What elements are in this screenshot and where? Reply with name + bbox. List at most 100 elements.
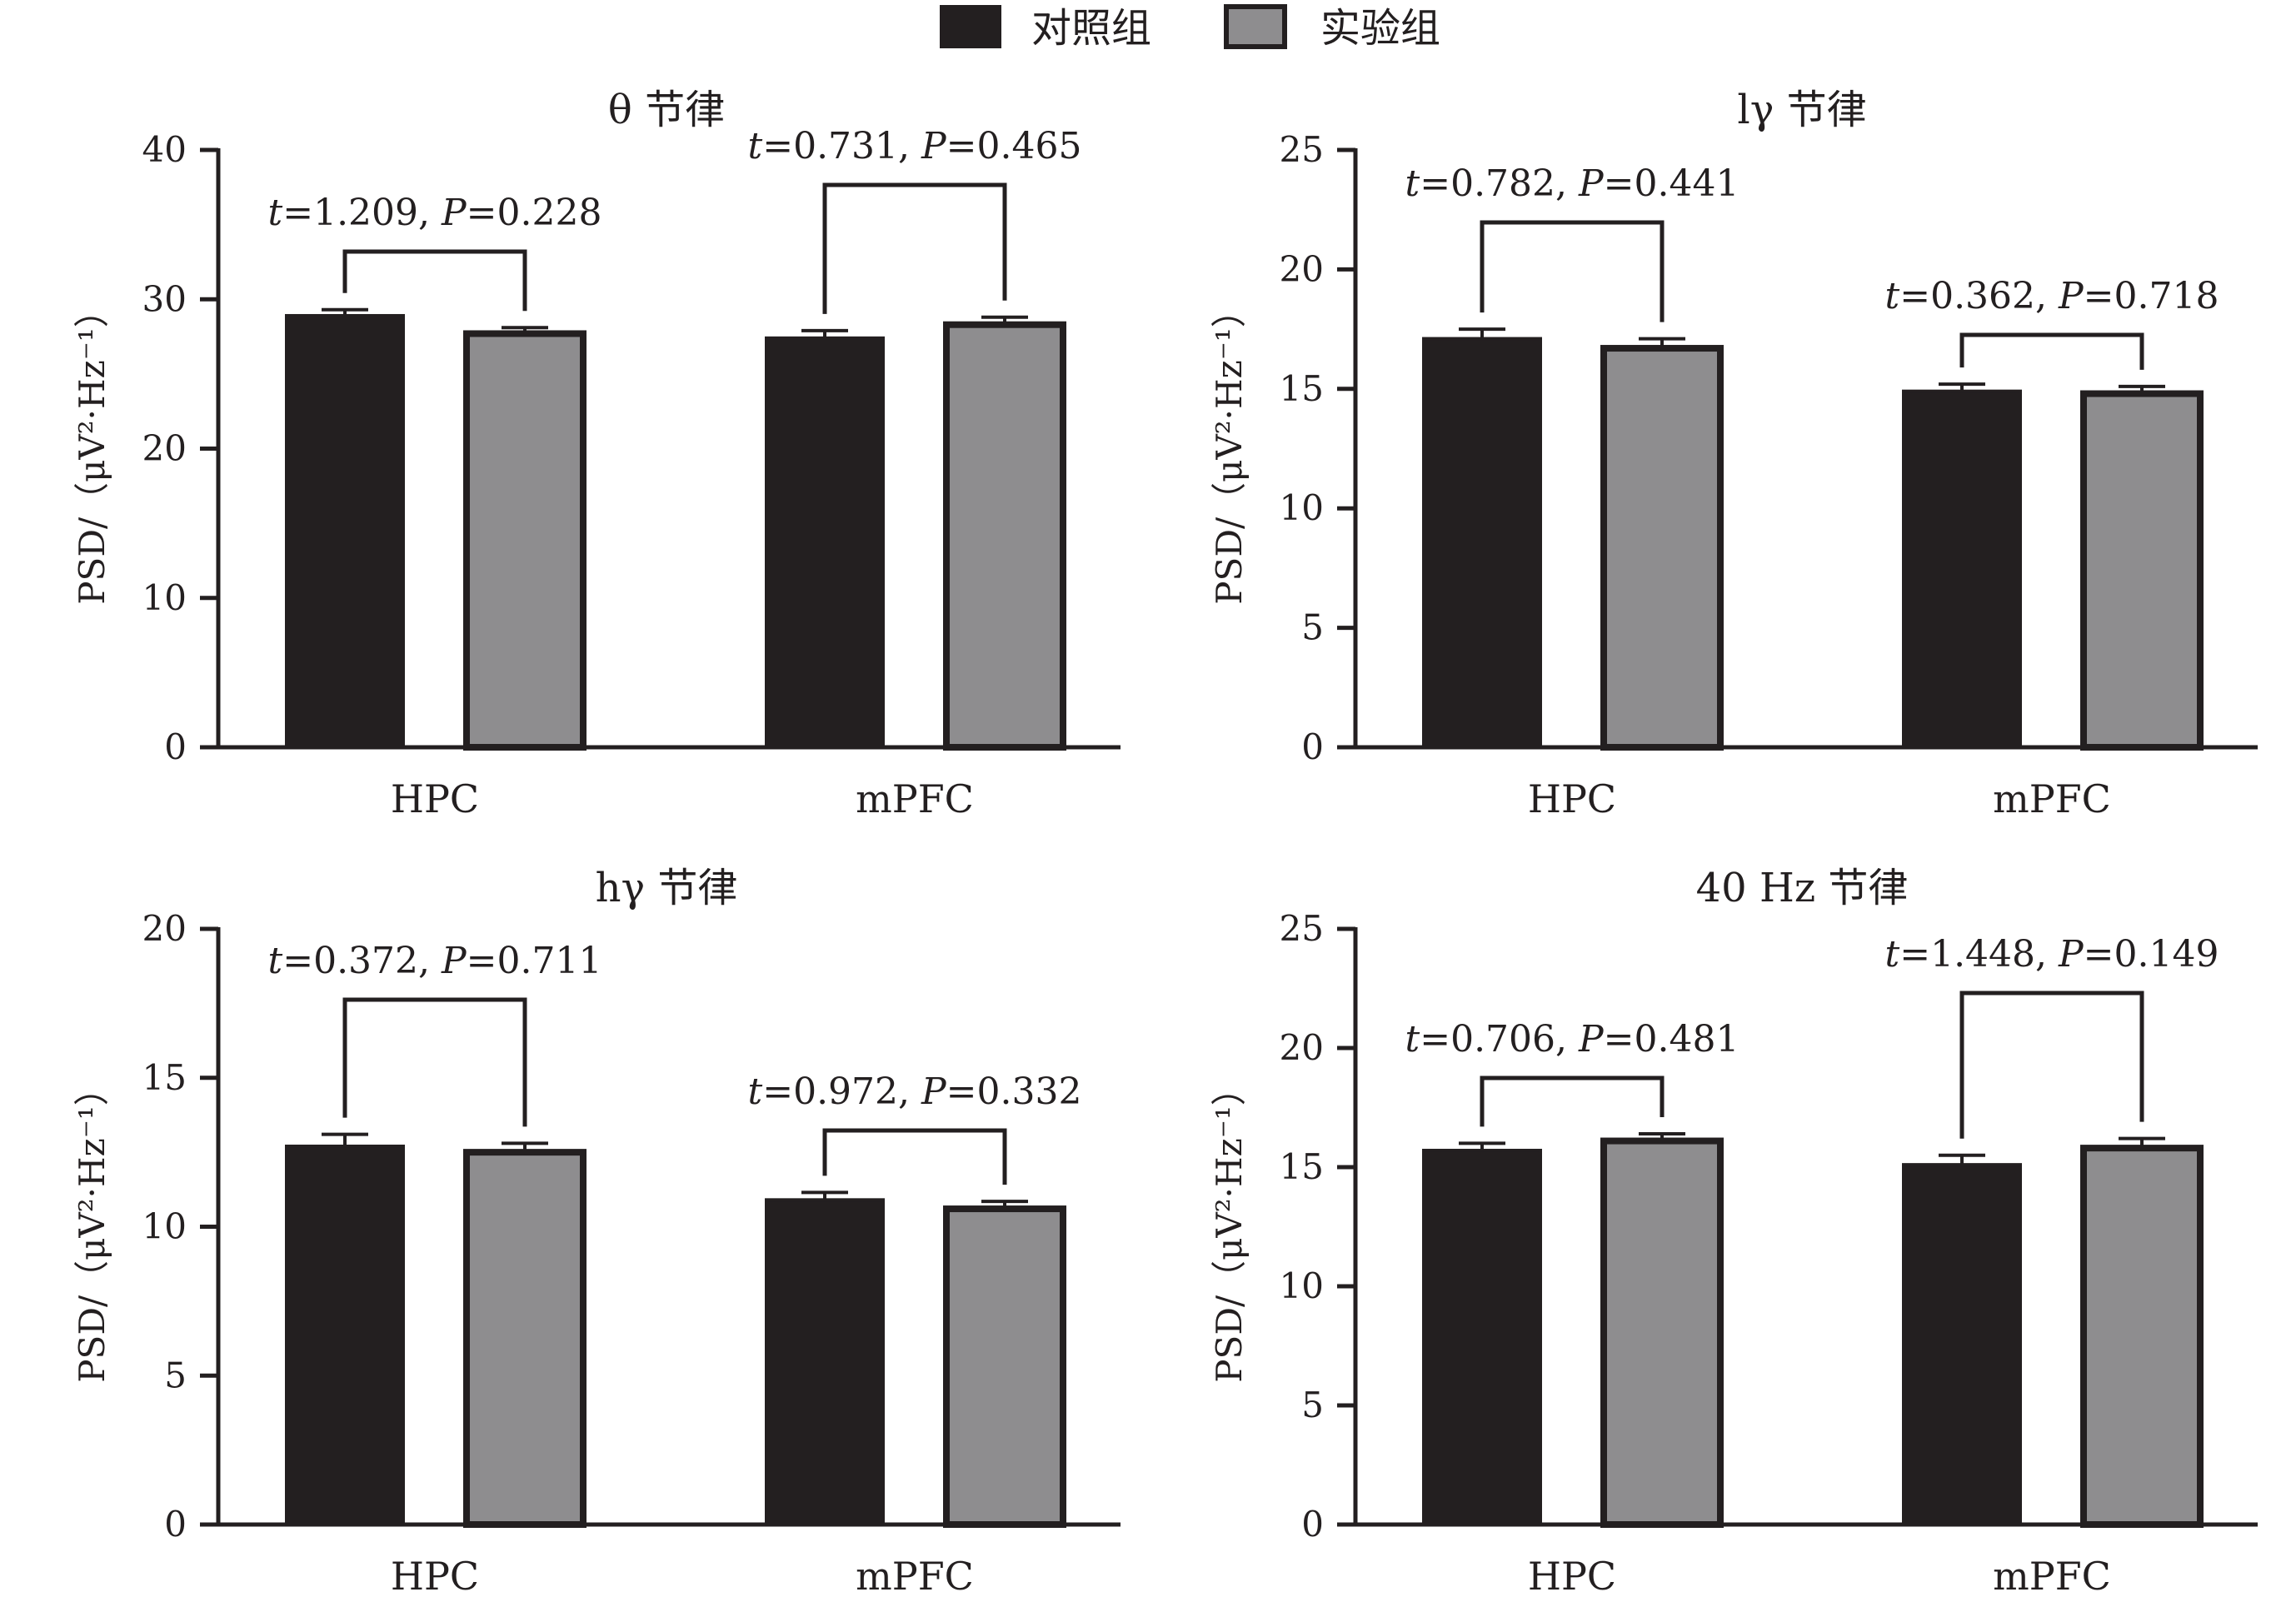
bar-experimental-hpc (463, 1149, 586, 1528)
stat-separator: , (418, 940, 442, 982)
bar-control-hpc (285, 313, 405, 749)
stat-t-value: =1.448 (1899, 933, 2035, 976)
x-category-label: HPC (391, 776, 479, 821)
bar-control-mpfc (765, 336, 885, 749)
bar-experimental-mpfc (943, 1205, 1066, 1529)
x-category-label: HPC (391, 1554, 479, 1599)
stat-p-value: =0.481 (1604, 1018, 1739, 1061)
bar-experimental-mpfc (2080, 1145, 2204, 1528)
stat-p-symbol: P (2058, 933, 2084, 976)
stat-p-value: =0.465 (946, 125, 1082, 167)
bar-experimental-hpc (1600, 345, 1724, 751)
y-axis-label: PSD/（μV²·Hz⁻¹） (72, 1071, 112, 1382)
stat-separator: , (898, 1071, 921, 1113)
bar-control-mpfc (1902, 1163, 2022, 1526)
y-tick-label: 5 (164, 1355, 187, 1395)
bar-experimental-hpc (1600, 1137, 1724, 1529)
y-tick-label: 20 (1280, 1027, 1324, 1068)
y-tick-label: 25 (1280, 129, 1324, 170)
stat-p-value: =0.149 (2084, 933, 2219, 976)
stat-annotation: t=0.372, P=0.711 (268, 940, 602, 982)
stat-annotation: t=0.362, P=0.718 (1885, 275, 2219, 317)
significance-bracket (342, 249, 527, 312)
y-tick-label: 5 (1301, 607, 1324, 648)
legend-label-control: 对照组 (1031, 5, 1151, 52)
stat-separator: , (1555, 162, 1579, 205)
y-tick-label: 15 (142, 1057, 187, 1098)
x-category-label: mPFC (1993, 776, 2111, 821)
bar-experimental-hpc (463, 330, 586, 751)
stat-p-symbol: P (1578, 1018, 1605, 1061)
stat-t-symbol: t (268, 192, 283, 234)
stat-annotation: t=0.972, P=0.332 (748, 1071, 1082, 1113)
stat-annotation: t=0.731, P=0.465 (748, 125, 1082, 167)
y-tick-label: 5 (1301, 1385, 1324, 1425)
stat-t-value: =0.782 (1420, 162, 1555, 205)
stat-t-value: =0.706 (1420, 1018, 1555, 1061)
stat-p-symbol: P (1578, 162, 1605, 205)
y-tick-label: 15 (1280, 1146, 1324, 1187)
significance-bracket (822, 182, 1007, 314)
stat-t-symbol: t (748, 125, 763, 167)
x-category-label: mPFC (856, 1554, 974, 1599)
stat-t-value: =0.362 (1899, 275, 2035, 317)
y-tick-label: 10 (1280, 487, 1324, 528)
y-axis-label: PSD/（μV²·Hz⁻¹） (1209, 1071, 1250, 1382)
stat-p-symbol: P (921, 1071, 947, 1113)
stat-t-value: =0.731 (762, 125, 898, 167)
stat-p-value: =0.718 (2084, 275, 2219, 317)
bar-experimental-mpfc (943, 321, 1066, 751)
chart-panel-4: 40 Hz 节律 PSD/（μV²·Hz⁻¹） 0 5 10 15 20 25 HPC mPFC t… (1209, 865, 2258, 1599)
y-tick-label: 20 (1280, 248, 1324, 289)
stat-p-symbol: P (2058, 275, 2084, 317)
stat-annotation: t=1.448, P=0.149 (1885, 933, 2219, 976)
x-category-label: mPFC (856, 776, 974, 821)
bar-control-mpfc (1902, 389, 2022, 749)
stat-t-symbol: t (1885, 275, 1900, 317)
significance-bracket (1480, 220, 1665, 322)
stat-t-value: =0.972 (762, 1071, 898, 1113)
x-category-label: HPC (1528, 1554, 1616, 1599)
significance-bracket (342, 997, 527, 1127)
y-tick-label: 40 (142, 129, 187, 170)
stat-annotation: t=0.782, P=0.441 (1405, 162, 1739, 205)
significance-bracket (1959, 332, 2144, 370)
y-tick-label: 25 (1280, 908, 1324, 949)
y-tick-label: 10 (1280, 1265, 1324, 1306)
y-tick-label: 0 (164, 1504, 187, 1545)
y-tick-label: 20 (142, 908, 187, 949)
stat-annotation: t=1.209, P=0.228 (268, 192, 602, 234)
y-tick-label: 10 (142, 1206, 187, 1247)
significance-bracket (1959, 991, 2144, 1139)
stat-separator: , (418, 192, 442, 234)
stat-p-value: =0.332 (946, 1071, 1082, 1113)
bar-experimental-mpfc (2080, 390, 2204, 751)
stat-separator: , (1555, 1018, 1579, 1061)
stat-t-symbol: t (268, 940, 283, 982)
stat-t-symbol: t (1405, 1018, 1420, 1061)
y-tick-label: 0 (1301, 1504, 1324, 1545)
legend: 对照组 实验组 (940, 4, 1440, 52)
stat-t-symbol: t (1885, 933, 1900, 976)
bar-control-hpc (285, 1144, 405, 1526)
x-category-label: mPFC (1993, 1554, 2111, 1599)
y-tick-label: 10 (142, 577, 187, 618)
chart-title: lγ 节律 (1737, 87, 1866, 133)
chart-title: θ 节律 (608, 87, 725, 133)
bar-control-mpfc (765, 1198, 885, 1526)
y-tick-label: 30 (142, 278, 187, 319)
stat-p-value: =0.711 (467, 940, 602, 982)
stat-t-value: =1.209 (282, 192, 418, 234)
stat-p-symbol: P (921, 125, 947, 167)
legend-swatch-control (940, 5, 1001, 48)
bar-control-hpc (1422, 1148, 1542, 1526)
stat-p-symbol: P (441, 940, 467, 982)
y-tick-label: 0 (1301, 726, 1324, 767)
significance-bracket (822, 1128, 1007, 1185)
stat-t-value: =0.372 (282, 940, 418, 982)
